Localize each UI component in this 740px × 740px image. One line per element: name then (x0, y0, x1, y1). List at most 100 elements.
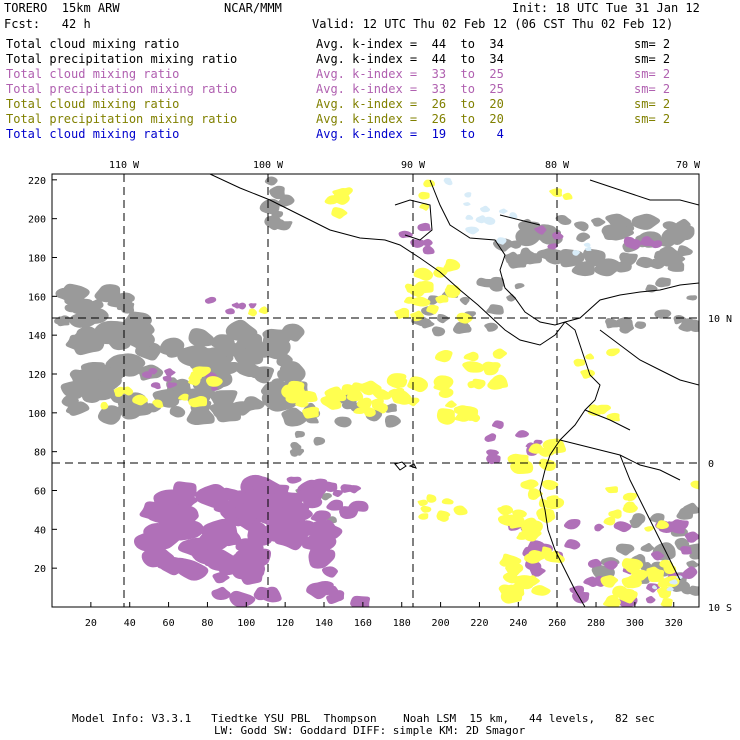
yellow-cloud (433, 380, 453, 392)
gray-cloud (225, 319, 258, 342)
legend-field: Total precipitation mixing ratio (6, 82, 238, 96)
purple-cloud (150, 382, 161, 390)
cloud-fields (54, 176, 699, 607)
purple-cloud (285, 525, 305, 539)
yellow-cloud (178, 393, 189, 401)
forecast-hour: Fcst: 42 h (4, 17, 91, 31)
gray-cloud (431, 326, 446, 337)
yellow-cloud (488, 362, 501, 370)
gray-cloud (662, 221, 678, 232)
purple-cloud (684, 531, 699, 543)
gray-cloud (209, 390, 238, 409)
coastline (599, 329, 699, 386)
yellow-cloud (456, 312, 473, 324)
purple-cloud (248, 303, 257, 309)
yellow-cloud (644, 526, 654, 532)
gray-cloud (73, 312, 97, 328)
yellow-cloud (370, 398, 384, 409)
gray-cloud (459, 296, 470, 306)
yellow-cloud (188, 377, 201, 386)
purple-cloud (263, 484, 278, 495)
purple-cloud (486, 449, 499, 457)
yellow-cloud (302, 406, 320, 419)
y-tick-label: 40 (34, 525, 46, 536)
legend-smoothing: sm= 2 (634, 97, 671, 111)
coastline (209, 174, 566, 346)
gray-cloud (640, 543, 655, 552)
purple-cloud (308, 547, 336, 569)
gray-cloud (689, 548, 699, 560)
purple-cloud (225, 308, 235, 315)
coastline (589, 179, 699, 206)
purple-cloud (484, 433, 497, 442)
yellow-cloud (436, 513, 449, 522)
gray-cloud (162, 342, 183, 358)
purple-cloud (139, 501, 169, 521)
yellow-cloud (435, 294, 449, 304)
yellow-cloud (423, 179, 435, 188)
purple-cloud (594, 523, 605, 532)
gray-cloud (242, 396, 265, 412)
yellow-cloud (413, 267, 434, 281)
coastline (499, 214, 541, 226)
yellow-cloud (356, 397, 372, 410)
gray-cloud (77, 371, 99, 386)
gray-cloud (281, 407, 309, 427)
gray-cloud (102, 367, 123, 380)
gray-cloud (313, 436, 326, 446)
purple-cloud (583, 576, 600, 587)
purple-cloud (350, 595, 371, 607)
legend-smoothing: sm= 2 (634, 52, 671, 66)
yellow-cloud (603, 516, 616, 526)
blue-cloud (584, 246, 592, 252)
yellow-cloud (549, 188, 563, 197)
gray-cloud (57, 316, 70, 327)
legend-smoothing: sm= 2 (634, 67, 671, 81)
x-tick-label: 100 (237, 618, 255, 629)
yellow-cloud (443, 258, 461, 272)
purple-cloud (639, 236, 655, 247)
gray-cloud (574, 221, 589, 232)
yellow-cloud (434, 350, 453, 363)
x-tick-label: 260 (548, 618, 566, 629)
purple-cloud (563, 518, 581, 530)
y-tick-label: 200 (28, 215, 46, 226)
gray-cloud (294, 430, 305, 438)
gray-cloud (384, 414, 401, 428)
y-tick-label: 160 (28, 292, 46, 303)
gray-cloud (169, 406, 186, 418)
yellow-cloud (404, 283, 417, 293)
legend-index: Avg. k-index = 44 to 34 (316, 37, 504, 51)
yellow-cloud (606, 412, 620, 422)
yellow-cloud (585, 353, 595, 360)
yellow-cloud (445, 400, 457, 408)
purple-cloud (211, 386, 218, 391)
yellow-cloud (394, 307, 410, 319)
lat-label: 0 (708, 459, 714, 470)
purple-cloud (315, 519, 338, 540)
gray-cloud (603, 261, 617, 272)
gray-cloud (264, 215, 281, 231)
yellow-cloud (418, 513, 429, 520)
lat-label: 10 S (708, 603, 732, 614)
blue-cloud (495, 237, 507, 245)
gray-cloud (631, 513, 646, 525)
purple-cloud (310, 510, 331, 523)
legend-field: Total precipitation mixing ratio (6, 112, 238, 126)
blue-cloud (475, 215, 487, 224)
yellow-cloud (284, 380, 305, 395)
purple-cloud (255, 492, 267, 501)
y-tick-label: 220 (28, 176, 46, 187)
legend-smoothing: sm= 2 (634, 112, 671, 126)
yellow-cloud (622, 492, 635, 501)
yellow-cloud (462, 361, 485, 373)
yellow-cloud (324, 195, 339, 205)
yellow-cloud (499, 505, 514, 515)
gray-cloud (605, 224, 635, 241)
yellow-cloud (541, 479, 559, 491)
gray-cloud (260, 336, 288, 354)
gray-cloud (269, 185, 285, 200)
yellow-cloud (622, 501, 638, 513)
purple-cloud (678, 572, 688, 579)
gray-cloud (259, 198, 280, 215)
